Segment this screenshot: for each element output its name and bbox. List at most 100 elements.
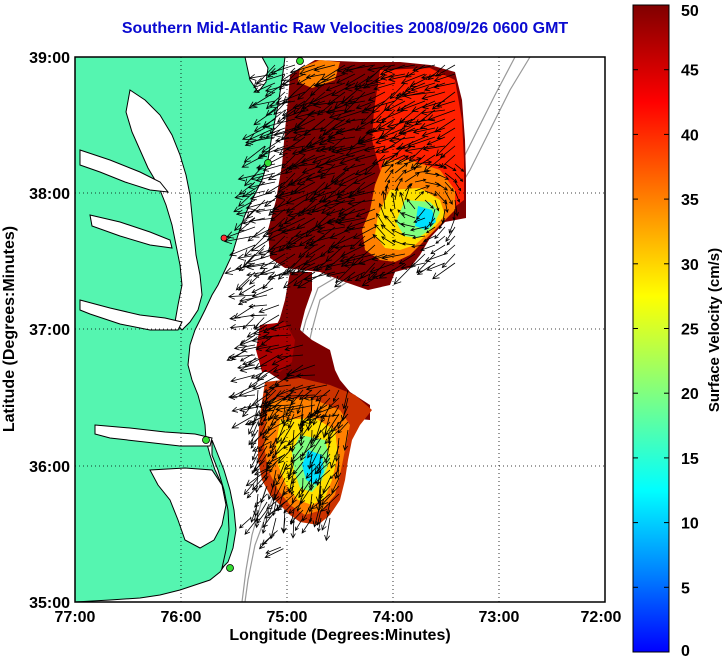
velocity-arrow: [334, 244, 356, 250]
velocity-arrow: [381, 236, 396, 246]
velocity-arrow: [251, 287, 274, 298]
velocity-arrow: [248, 217, 276, 224]
velocity-arrow: [248, 374, 268, 388]
velocity-arrow: [360, 109, 376, 125]
velocity-arrow: [273, 145, 296, 153]
velocity-arrow: [228, 244, 256, 257]
velocity-arrow: [434, 190, 448, 205]
velocity-arrow: [301, 163, 326, 174]
velocity-arrow: [394, 187, 399, 201]
velocity-arrow: [422, 100, 446, 110]
velocity-arrow: [435, 235, 446, 244]
velocity-arrow: [344, 82, 376, 92]
velocity-arrow: [411, 100, 436, 113]
velocity-arrow: [345, 253, 376, 264]
velocity-arrow: [400, 222, 416, 228]
velocity-arrow: [253, 317, 265, 330]
rappahannock-river: [89, 214, 173, 249]
velocity-arrow: [301, 517, 313, 534]
velocity-arrow: [356, 181, 376, 193]
velocity-arrow: [290, 262, 316, 276]
velocity-arrow: [250, 172, 276, 181]
velocity-arrow: [326, 501, 331, 515]
velocity-arrow: [256, 509, 268, 524]
velocity-arrow: [376, 212, 386, 228]
velocity-arrow: [328, 109, 356, 120]
velocity-arrow: [239, 404, 268, 413]
velocity-arrow: [299, 421, 313, 440]
x-tick-label: 76:00: [161, 609, 202, 626]
velocity-arrow: [355, 208, 376, 218]
velocity-arrow: [427, 64, 446, 81]
velocity-arrow: [228, 393, 256, 400]
velocity-arrow: [426, 136, 446, 146]
velocity-arrow: [318, 190, 346, 203]
velocity-arrow: [343, 100, 366, 107]
velocity-arrow: [296, 118, 316, 129]
colorbar-tick-label: 30: [681, 257, 699, 274]
velocity-arrow: [444, 181, 454, 192]
velocity-arrow: [404, 172, 420, 183]
velocity-arrow: [260, 413, 268, 427]
velocity-arrow: [255, 172, 286, 183]
velocity-arrow: [269, 517, 277, 540]
velocity-arrow: [251, 440, 272, 452]
velocity-arrow: [433, 82, 456, 90]
velocity-arrow: [296, 73, 316, 85]
velocity-arrow: [267, 271, 296, 280]
velocity-arrow: [286, 199, 306, 213]
velocity-arrow: [289, 477, 295, 496]
velocity-arrow: [290, 517, 296, 539]
velocity-arrow: [355, 100, 376, 110]
velocity-arrow: [352, 226, 376, 239]
velocity-arrow: [424, 253, 446, 263]
velocity-arrow: [312, 100, 346, 109]
velocity-arrow: [282, 389, 295, 401]
velocity-arrow: [384, 163, 394, 174]
colorbar-tick-label: 45: [681, 63, 699, 80]
velocity-arrow: [367, 262, 386, 281]
velocity-arrow: [247, 226, 266, 242]
velocity-arrow: [435, 64, 456, 77]
velocity-arrow: [430, 244, 446, 255]
velocity-arrow: [287, 208, 316, 218]
velocity-arrow: [294, 517, 304, 532]
velocity-arrow: [363, 73, 386, 89]
velocity-arrow: [354, 271, 376, 282]
y-tick-label: 39:00: [29, 50, 70, 67]
velocity-arrow: [423, 235, 436, 242]
velocity-arrow: [380, 136, 406, 154]
velocity-arrow: [303, 235, 326, 249]
velocity-arrow: [354, 118, 376, 131]
velocity-arrow: [277, 190, 306, 200]
velocity-arrow: [240, 344, 268, 353]
radar-station-marker: [220, 234, 228, 242]
velocity-arrow: [424, 217, 436, 231]
velocity-arrow: [454, 172, 464, 182]
radar-station-marker: [264, 159, 272, 167]
velocity-arrow: [275, 469, 286, 486]
velocity-arrow: [255, 344, 280, 352]
colorbar-tick-label: 0: [681, 643, 690, 659]
velocity-arrow: [235, 208, 266, 217]
velocity-arrow: [324, 429, 340, 445]
velocity-arrow: [323, 437, 331, 465]
velocity-arrow: [345, 64, 376, 73]
velocity-arrow: [391, 239, 406, 246]
velocity-arrow: [325, 82, 346, 92]
velocity-arrow: [306, 208, 326, 216]
velocity-arrow: [374, 145, 396, 154]
velocity-arrow: [250, 235, 276, 252]
velocity-arrow: [300, 262, 326, 274]
colorbar-tick-label: 50: [681, 3, 699, 20]
velocity-arrow: [305, 73, 326, 80]
velocity-arrow: [243, 145, 266, 163]
velocity-arrow: [284, 344, 304, 352]
velocity-arrow: [330, 163, 356, 183]
velocity-arrow: [252, 226, 276, 238]
velocity-arrow: [272, 364, 292, 373]
velocity-arrow: [265, 383, 279, 397]
velocity-arrow: [357, 127, 376, 142]
